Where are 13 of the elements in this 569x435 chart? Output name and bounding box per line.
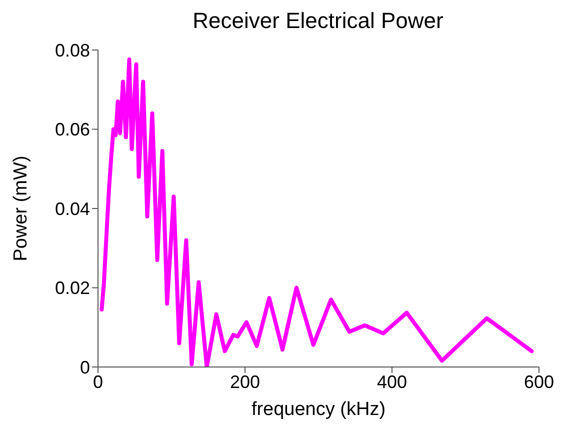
y-tick-label: 0: [80, 357, 90, 378]
x-axis-title: frequency (kHz): [251, 399, 386, 420]
x-tick-label: 600: [524, 372, 554, 392]
y-tick-label: 0.06: [54, 120, 90, 140]
y-axis-title: Power (mW): [10, 156, 32, 262]
y-tick-label: 0.08: [54, 40, 90, 60]
chart-title: Receiver Electrical Power: [192, 8, 444, 35]
y-tick-label: 0.04: [54, 198, 90, 219]
x-tick-label: 200: [230, 372, 260, 392]
y-tick-label: 0.02: [54, 278, 90, 298]
x-tick-label: 400: [376, 372, 408, 392]
line-series: [100, 58, 534, 367]
x-tick-label: 0: [92, 372, 104, 392]
